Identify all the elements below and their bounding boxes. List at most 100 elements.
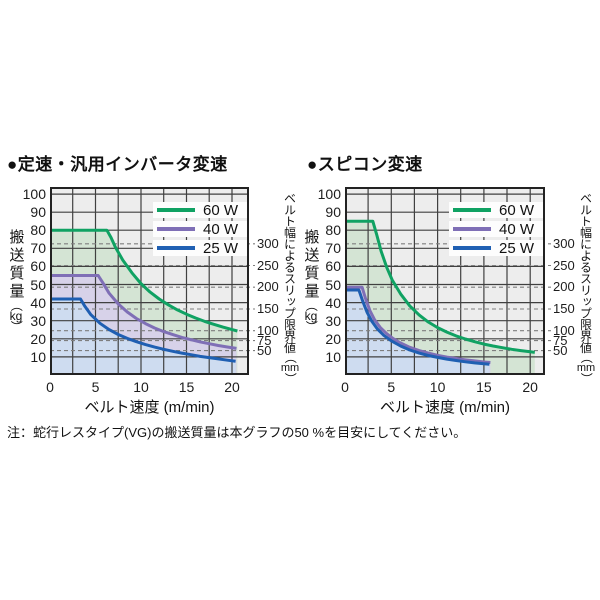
legend-line-blue <box>157 246 195 250</box>
y-tick-label: 50 <box>30 276 46 293</box>
y2-tick-label: 100 <box>257 322 279 338</box>
right-chart-plot: 60 W 40 W 25 W <box>345 187 551 375</box>
y-tick-label: 80 <box>30 222 46 239</box>
paren-open: （ <box>579 351 594 364</box>
paren-open: （ <box>9 299 24 312</box>
chart-canvas <box>50 187 255 375</box>
series-line-60W <box>50 228 238 333</box>
y-tick-label: 20 <box>325 330 341 347</box>
series-line-40W <box>50 274 237 350</box>
legend-label: 25 W <box>203 239 239 257</box>
y-tick-label: 80 <box>325 222 341 239</box>
legend: 60 W 40 W 25 W <box>153 201 247 257</box>
legend-label: 60 W <box>499 201 535 219</box>
legend-item: 25 W <box>449 239 543 257</box>
x-tick-label: 20 <box>224 379 240 395</box>
y2-tick-label: 250 <box>257 257 279 273</box>
x-tick-label: 10 <box>133 379 149 395</box>
y-tick-label: 20 <box>30 330 46 347</box>
chart-canvas <box>345 187 551 375</box>
y-tick-label: 40 <box>325 294 341 311</box>
y2-axis-unit: mm <box>576 362 596 374</box>
y2-tick-label: 250 <box>553 257 575 273</box>
y2-tick-label: 300 <box>553 235 575 251</box>
series-line-40W <box>345 285 491 364</box>
legend-label: 25 W <box>499 239 535 257</box>
y2-axis-title-text: ベルト幅によるスリップ限界値 <box>282 192 297 353</box>
left-chart-plot: 60 W 40 W 25 W <box>50 187 255 375</box>
legend-item: 40 W <box>449 220 543 238</box>
legend-line-green <box>453 208 491 212</box>
legend: 60 W 40 W 25 W <box>449 201 543 257</box>
y-tick-label: 100 <box>22 186 46 203</box>
y2-axis-title-text: ベルト幅によるスリップ限界値 <box>578 192 593 353</box>
legend-label: 40 W <box>203 220 239 238</box>
paren-open: （ <box>283 351 298 364</box>
paren-close: ） <box>579 372 594 385</box>
y-axis-title-text: 搬送質量 <box>7 229 25 301</box>
y-axis-title-text: 搬送質量 <box>302 229 320 301</box>
series-line-25W <box>345 288 490 366</box>
y2-axis-title: ベルト幅によるスリップ限界値（mm） <box>575 192 597 385</box>
y2-tick-label: 200 <box>257 279 279 295</box>
right-chart-title: ●スピコン変速 <box>307 155 423 174</box>
y2-tick-label: 50 <box>257 342 272 358</box>
series-line-60W <box>345 219 535 354</box>
y-axis-title: 搬送質量（kg） <box>4 229 28 333</box>
x-tick-label: 5 <box>91 379 100 395</box>
footnote: 注：蛇行レスタイプ(VG)の搬送質量は本グラフの50 %を目安にしてください。 <box>7 425 467 440</box>
x-tick-label: 0 <box>341 379 349 395</box>
y-axis-unit: kg <box>9 309 23 323</box>
y2-axis-unit: mm <box>280 362 300 374</box>
y2-tick-label: 50 <box>553 342 568 358</box>
y-axis-title: 搬送質量（kg） <box>299 229 323 333</box>
legend-line-purple <box>453 227 491 231</box>
x-tick-label: 10 <box>429 379 446 395</box>
paren-close: ） <box>283 372 298 385</box>
x-tick-label: 15 <box>178 379 195 395</box>
paren-open: （ <box>304 299 319 312</box>
y2-tick-label: 200 <box>553 279 575 295</box>
y2-tick-label: 75 <box>257 332 272 348</box>
y2-tick-label: 150 <box>257 300 279 316</box>
x-tick-label: 20 <box>522 379 538 395</box>
y-tick-label: 90 <box>325 204 341 221</box>
y-tick-label: 60 <box>325 258 341 275</box>
legend-line-purple <box>157 227 195 231</box>
y-tick-label: 30 <box>30 312 46 329</box>
legend-item: 60 W <box>449 201 543 219</box>
y2-tick-label: 75 <box>553 332 568 348</box>
y-tick-label: 70 <box>325 240 341 257</box>
y-tick-label: 50 <box>325 276 341 293</box>
y2-tick-label: 100 <box>553 322 575 338</box>
y-axis-unit: kg <box>304 309 318 323</box>
y-tick-label: 10 <box>30 348 46 365</box>
series-line-25W <box>50 297 236 363</box>
x-axis-title: ベルト速度 (m/min) <box>84 399 215 416</box>
paren-close: ） <box>9 320 24 333</box>
area-fill-25W <box>345 290 490 375</box>
y2-tick-label: 150 <box>553 300 575 316</box>
x-tick-label: 0 <box>46 379 54 395</box>
y-tick-label: 40 <box>30 294 46 311</box>
area-fill-25W <box>50 299 236 375</box>
x-tick-label: 5 <box>387 379 396 395</box>
y-tick-label: 70 <box>30 240 46 257</box>
y-tick-label: 30 <box>325 312 341 329</box>
y2-axis-title: ベルト幅によるスリップ限界値（mm） <box>279 192 301 385</box>
y-tick-label: 60 <box>30 258 46 275</box>
y2-tick-label: 300 <box>257 235 279 251</box>
paren-close: ） <box>304 320 319 333</box>
legend-label: 60 W <box>203 201 239 219</box>
y-tick-label: 90 <box>30 204 46 221</box>
legend-item: 40 W <box>153 220 247 238</box>
legend-item: 60 W <box>153 201 247 219</box>
legend-line-blue <box>453 246 491 250</box>
x-tick-label: 15 <box>476 379 492 395</box>
x-axis-title: ベルト速度 (m/min) <box>380 399 510 416</box>
legend-line-green <box>157 208 195 212</box>
left-chart-title: ●定速・汎用インバータ変速 <box>7 155 228 174</box>
legend-item: 25 W <box>153 239 247 257</box>
legend-label: 40 W <box>499 220 535 238</box>
